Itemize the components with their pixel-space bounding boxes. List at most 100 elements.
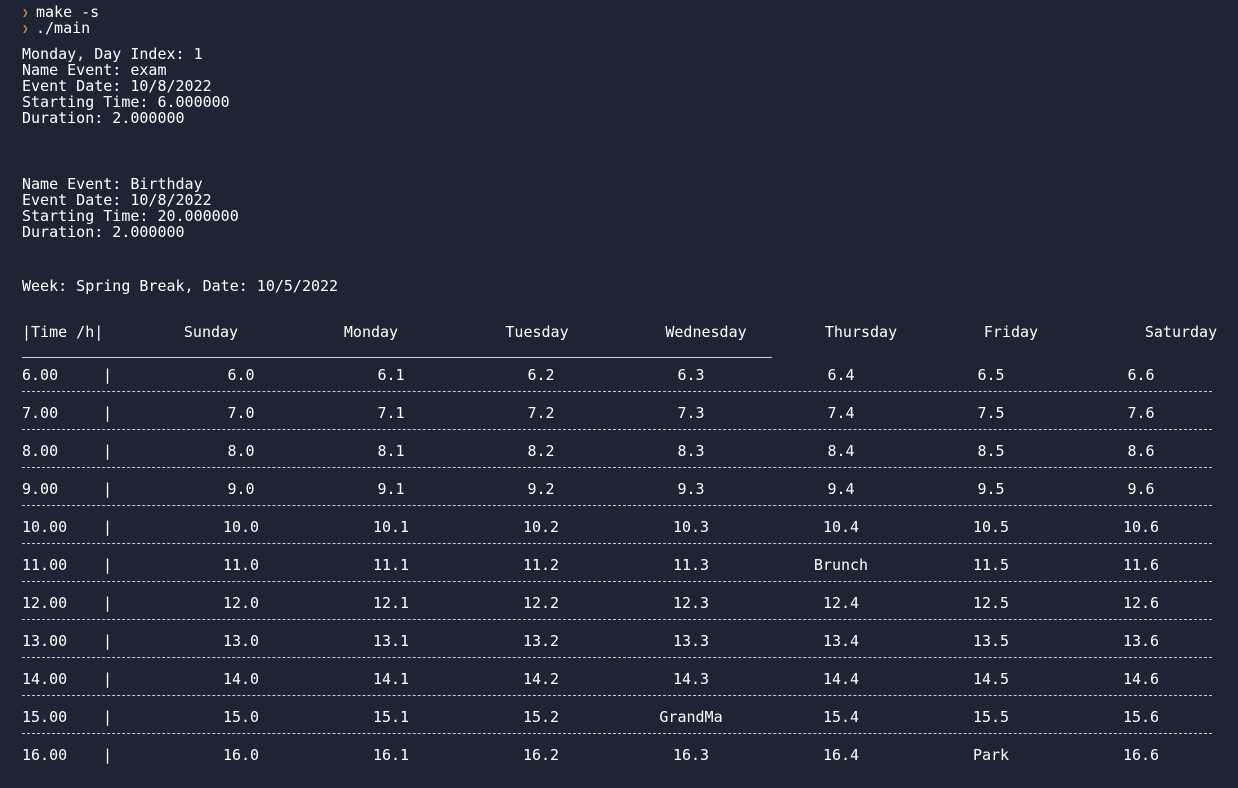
row-divider (22, 657, 1212, 658)
chevron-right-icon: ❯ (22, 22, 29, 35)
schedule-cell: 6.1 (377, 366, 405, 384)
row-time: 8.00 (22, 442, 59, 460)
header-underline (22, 357, 772, 358)
row-time: 16.00 (22, 746, 68, 764)
schedule-cell: 7.2 (527, 404, 555, 422)
schedule-cell: 8.5 (977, 442, 1005, 460)
schedule-cell: 13.4 (822, 632, 860, 650)
command-line: ❯ make -s (22, 4, 99, 21)
event-date: Event Date: 10/8/2022 (22, 77, 212, 95)
command-line: ❯ ./main (22, 20, 90, 37)
event-start: Starting Time: 6.000000 (22, 93, 230, 111)
schedule-cell: 12.1 (372, 594, 410, 612)
schedule-cell: 11.2 (522, 556, 560, 574)
schedule-cell: 9.3 (677, 480, 705, 498)
schedule-cell: 15.2 (522, 708, 560, 726)
schedule-cell: 6.0 (227, 366, 255, 384)
event-date: Event Date: 10/8/2022 (22, 191, 212, 209)
schedule-cell: 8.2 (527, 442, 555, 460)
schedule-cell: 10.5 (972, 518, 1010, 536)
schedule-cell: 10.6 (1122, 518, 1160, 536)
schedule-cell: 12.4 (822, 594, 860, 612)
row-divider (22, 543, 1212, 544)
schedule-cell: 9.0 (227, 480, 255, 498)
row-time: 10.00 (22, 518, 68, 536)
row-divider (22, 391, 1212, 392)
schedule-cell: 14.2 (522, 670, 560, 688)
schedule-cell: 13.0 (222, 632, 260, 650)
schedule-cell: 13.1 (372, 632, 410, 650)
schedule-cell: 9.6 (1127, 480, 1155, 498)
schedule-cell: 16.1 (372, 746, 410, 764)
row-time: 15.00 (22, 708, 68, 726)
row-divider (22, 619, 1212, 620)
day-header-friday: Friday (983, 323, 1039, 341)
schedule-cell: 7.0 (227, 404, 255, 422)
schedule-cell: 14.6 (1122, 670, 1160, 688)
schedule-cell: 11.1 (372, 556, 410, 574)
row-separator-bar: | (103, 518, 113, 536)
schedule-cell: 13.5 (972, 632, 1010, 650)
schedule-cell: 15.1 (372, 708, 410, 726)
day-header-sunday: Sunday (183, 323, 239, 341)
schedule-cell: 12.5 (972, 594, 1010, 612)
schedule-cell: GrandMa (659, 708, 723, 726)
schedule-cell: 9.4 (827, 480, 855, 498)
schedule-cell: 13.6 (1122, 632, 1160, 650)
schedule-cell: 6.3 (677, 366, 705, 384)
day-line: Monday, Day Index: 1 (22, 45, 203, 63)
schedule-cell: 10.0 (222, 518, 260, 536)
schedule-cell: 12.6 (1122, 594, 1160, 612)
row-separator-bar: | (103, 556, 113, 574)
schedule-cell: 14.3 (672, 670, 710, 688)
schedule-cell: 11.0 (222, 556, 260, 574)
schedule-cell: Brunch (813, 556, 869, 574)
row-separator-bar: | (103, 594, 113, 612)
command-text: ./main (36, 19, 91, 37)
row-time: 7.00 (22, 404, 59, 422)
day-header-monday: Monday (343, 323, 399, 341)
day-header-thursday: Thursday (824, 323, 898, 341)
schedule-cell: Park (972, 746, 1010, 764)
row-separator-bar: | (103, 404, 113, 422)
row-separator-bar: | (103, 366, 113, 384)
schedule-cell: 16.0 (222, 746, 260, 764)
schedule-cell: 16.2 (522, 746, 560, 764)
schedule-cell: 10.2 (522, 518, 560, 536)
row-divider (22, 581, 1212, 582)
schedule-cell: 13.3 (672, 632, 710, 650)
row-time: 13.00 (22, 632, 68, 650)
row-separator-bar: | (103, 746, 113, 764)
day-header-tuesday: Tuesday (505, 323, 569, 341)
schedule-cell: 7.3 (677, 404, 705, 422)
schedule-cell: 7.4 (827, 404, 855, 422)
schedule-cell: 9.5 (977, 480, 1005, 498)
week-line: Week: Spring Break, Date: 10/5/2022 (22, 277, 339, 295)
schedule-cell: 8.1 (377, 442, 405, 460)
schedule-cell: 13.2 (522, 632, 560, 650)
day-header-wednesday: Wednesday (665, 323, 747, 341)
schedule-cell: 7.1 (377, 404, 405, 422)
event-name: Name Event: Birthday (22, 175, 203, 193)
row-divider (22, 733, 1212, 734)
schedule-cell: 7.5 (977, 404, 1005, 422)
schedule-cell: 6.2 (527, 366, 555, 384)
schedule-cell: 8.0 (227, 442, 255, 460)
schedule-cell: 15.4 (822, 708, 860, 726)
event-duration: Duration: 2.000000 (22, 223, 185, 241)
row-divider (22, 429, 1212, 430)
schedule-cell: 6.6 (1127, 366, 1155, 384)
row-separator-bar: | (103, 670, 113, 688)
event-duration: Duration: 2.000000 (22, 109, 185, 127)
chevron-right-icon: ❯ (22, 6, 29, 19)
schedule-cell: 6.5 (977, 366, 1005, 384)
row-divider (22, 505, 1212, 506)
schedule-cell: 9.1 (377, 480, 405, 498)
schedule-cell: 10.1 (372, 518, 410, 536)
schedule-cell: 16.3 (672, 746, 710, 764)
event-start: Starting Time: 20.000000 (22, 207, 239, 225)
schedule-cell: 6.4 (827, 366, 855, 384)
schedule-cell: 16.4 (822, 746, 860, 764)
event-name: Name Event: exam (22, 61, 167, 79)
